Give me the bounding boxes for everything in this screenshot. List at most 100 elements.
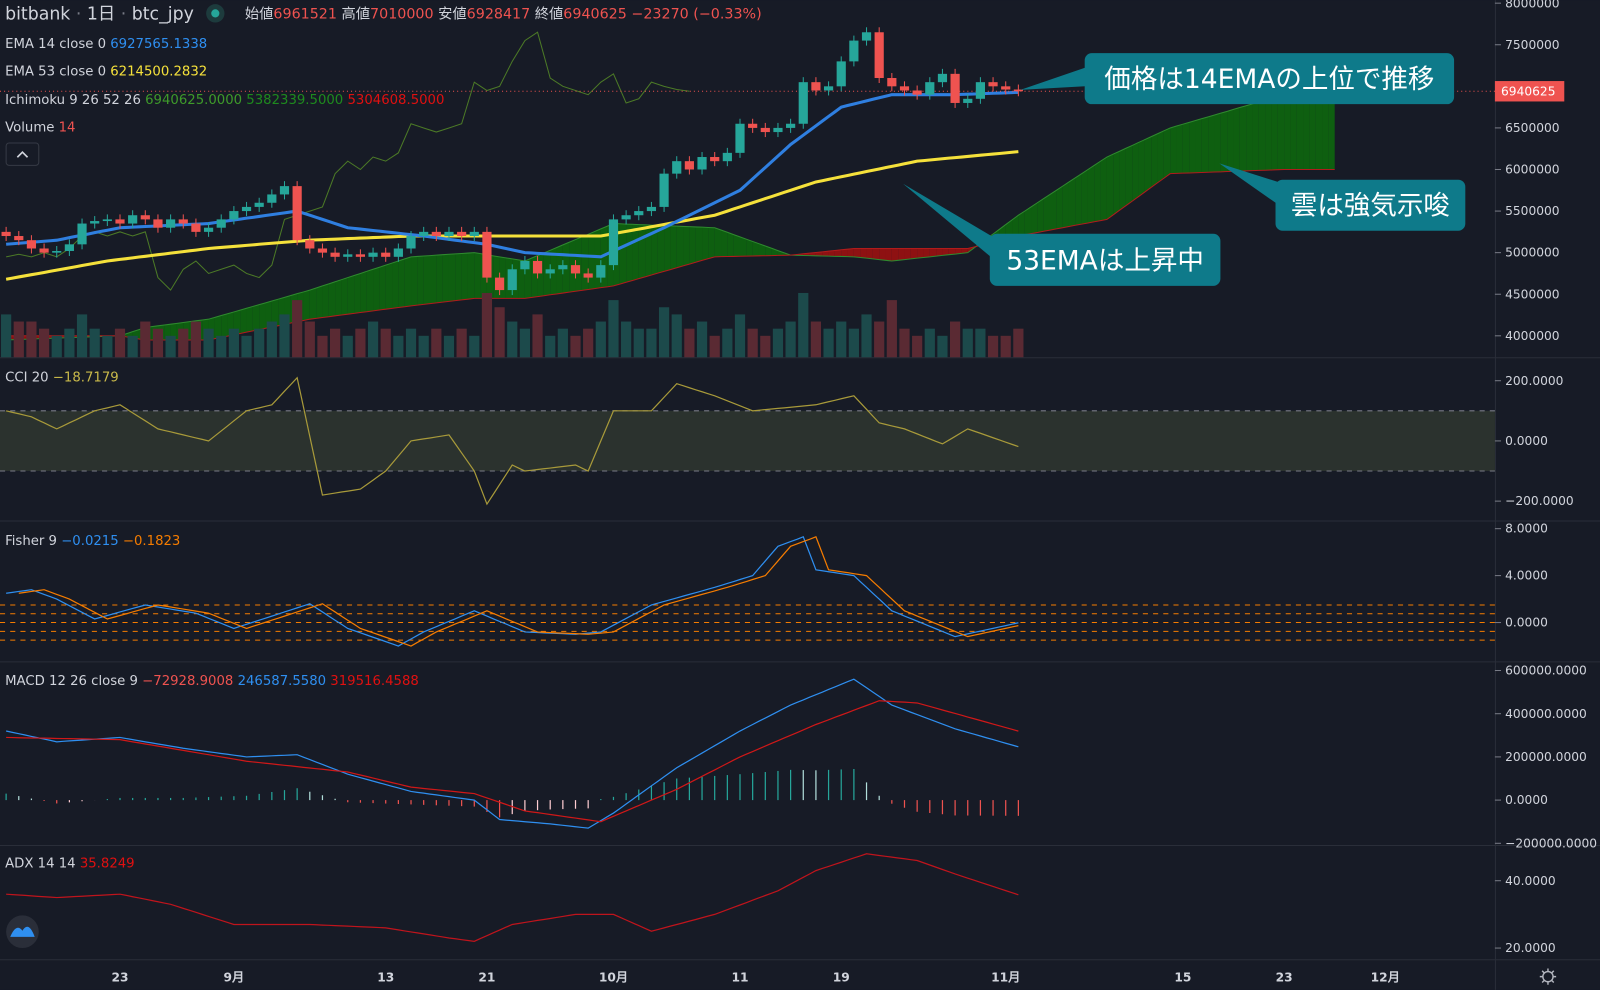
candle-body	[634, 211, 644, 216]
cloud-segment	[430, 255, 437, 304]
volume-bar	[734, 314, 746, 358]
volume-bar	[203, 328, 214, 358]
cloud-segment	[448, 253, 456, 302]
fisher-legend[interactable]: Fisher 9 −0.0215 −0.1823	[5, 534, 180, 549]
candle-body	[570, 265, 581, 274]
cloud-segment	[841, 249, 848, 257]
cloud-segment	[1043, 194, 1050, 232]
candle-body	[241, 206, 252, 212]
candle	[684, 156, 694, 175]
cloud-segment	[373, 267, 380, 311]
adx-legend[interactable]: ADX 14 14 35.8249	[5, 856, 135, 871]
cloud-segment	[879, 248, 886, 261]
volume-bar	[621, 321, 632, 358]
cloud-segment	[1239, 105, 1247, 172]
cloud-segment	[936, 248, 943, 257]
cloud-segment	[777, 250, 785, 256]
candle-body	[672, 161, 682, 174]
cloud-segment	[917, 248, 924, 259]
cloud-segment	[1220, 111, 1228, 172]
time-axis-label: 11	[731, 971, 748, 985]
cloud-segment	[335, 279, 342, 316]
candle	[166, 214, 176, 233]
annotation-ema14[interactable]: 価格は14EMAの上位で推移	[1020, 53, 1455, 105]
candle	[279, 181, 290, 200]
ema53-legend[interactable]: EMA 53 close 0 6214500.2832	[5, 65, 207, 80]
candle-body	[330, 252, 340, 257]
volume-legend[interactable]: Volume 14	[5, 121, 75, 136]
cloud-segment	[676, 226, 684, 268]
cloud-segment	[1176, 124, 1183, 174]
settings-gear-icon[interactable]	[1539, 968, 1557, 985]
time-axis-label: 21	[478, 971, 495, 985]
axis-label: −200.0000	[1505, 494, 1574, 508]
cci-legend[interactable]: CCI 20 −18.7179	[5, 371, 119, 386]
cloud-segment	[689, 226, 696, 265]
cloud-segment	[1163, 127, 1171, 179]
cloud-segment	[379, 265, 386, 311]
cloud-segment	[898, 248, 905, 261]
cloud-segment	[752, 241, 759, 256]
time-axis-label: 11月	[991, 971, 1020, 985]
collapse-legend-button[interactable]	[5, 142, 40, 166]
cloud-segment	[1094, 161, 1101, 222]
volume-bar	[760, 335, 771, 358]
axis-label: 4000000	[1505, 329, 1560, 343]
volume-bar	[380, 328, 391, 358]
volume-bar	[658, 307, 670, 358]
volume-bars	[1, 292, 1024, 358]
candle	[950, 68, 960, 108]
time-axis-label: 15	[1174, 971, 1191, 985]
candle-body	[469, 231, 479, 237]
candle-body	[735, 123, 745, 153]
volume-bar	[51, 335, 62, 358]
tradingview-logo[interactable]	[6, 915, 39, 949]
cloud-segment	[847, 248, 854, 257]
macd-legend[interactable]: MACD 12 26 close 9 −72928.9008 246587.55…	[5, 674, 419, 689]
price-axis[interactable]: 8000000 7500000 6500000 6000000 5500000 50000…	[1494, 0, 1597, 955]
ichimoku-legend[interactable]: Ichimoku 9 26 52 26 6940625.0000 5382339…	[5, 93, 444, 108]
candle-body	[646, 206, 657, 212]
candle	[52, 245, 62, 258]
annotation-text: 価格は14EMAの上位で推移	[1104, 64, 1434, 95]
volume-bar	[89, 328, 100, 358]
cloud-segment	[942, 248, 949, 256]
cloud-segment	[221, 313, 228, 338]
candle	[203, 222, 214, 237]
cloud-segment	[467, 252, 475, 300]
candles[interactable]	[1, 27, 1023, 296]
volume-bar	[861, 314, 872, 358]
candle-body	[558, 265, 568, 270]
fisher-line	[6, 536, 1019, 647]
cloud-segment	[923, 248, 930, 258]
candle-body	[406, 236, 416, 249]
volume-bar	[431, 328, 442, 358]
volume-bar	[608, 300, 619, 358]
candle-body	[178, 219, 188, 224]
candle	[634, 206, 644, 221]
candle	[899, 81, 910, 96]
candle-body	[153, 219, 163, 228]
symbol-legend[interactable]: bitbank · 1日 · btc_jpy	[5, 4, 194, 24]
cloud-segment	[1087, 165, 1095, 223]
candle	[963, 93, 973, 108]
time-axis-label: 19	[833, 971, 850, 985]
ema14-legend[interactable]: EMA 14 close 0 6927565.1338	[5, 37, 207, 52]
candle-body	[748, 123, 758, 128]
cloud-segment	[638, 224, 646, 279]
candle	[317, 243, 328, 258]
candle-body	[1, 231, 11, 237]
candle	[849, 35, 859, 67]
annotation-ema53[interactable]: 53EMAは上昇中	[903, 183, 1221, 286]
time-axis[interactable]: 23 9月 13 21 10月 11 19 11月 15 23 12月	[111, 971, 1399, 985]
annotation-cloud[interactable]: 雲は強気示唆	[1219, 163, 1466, 231]
volume-bar	[785, 321, 796, 358]
volume-bar	[772, 328, 784, 358]
candle	[90, 216, 100, 229]
axis-label: 20.0000	[1505, 941, 1556, 955]
candle-body	[773, 127, 783, 133]
candle	[583, 268, 593, 283]
candle-body	[684, 161, 694, 170]
candle	[520, 255, 530, 275]
